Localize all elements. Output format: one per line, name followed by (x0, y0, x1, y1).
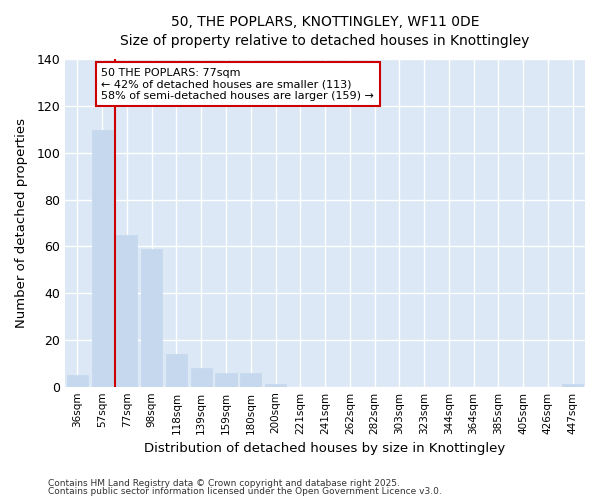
Text: 50 THE POPLARS: 77sqm
← 42% of detached houses are smaller (113)
58% of semi-det: 50 THE POPLARS: 77sqm ← 42% of detached … (101, 68, 374, 101)
Y-axis label: Number of detached properties: Number of detached properties (15, 118, 28, 328)
Bar (116, 234, 137, 386)
X-axis label: Distribution of detached houses by size in Knottingley: Distribution of detached houses by size … (145, 442, 506, 455)
Bar (141, 249, 162, 386)
Bar (92, 130, 113, 386)
Text: Contains public sector information licensed under the Open Government Licence v3: Contains public sector information licen… (48, 487, 442, 496)
Text: Contains HM Land Registry data © Crown copyright and database right 2025.: Contains HM Land Registry data © Crown c… (48, 478, 400, 488)
Bar (166, 354, 187, 386)
Bar (240, 372, 261, 386)
Bar (562, 384, 583, 386)
Bar (191, 368, 212, 386)
Bar (265, 384, 286, 386)
Bar (215, 372, 236, 386)
Title: 50, THE POPLARS, KNOTTINGLEY, WF11 0DE
Size of property relative to detached hou: 50, THE POPLARS, KNOTTINGLEY, WF11 0DE S… (121, 15, 530, 48)
Bar (67, 375, 88, 386)
